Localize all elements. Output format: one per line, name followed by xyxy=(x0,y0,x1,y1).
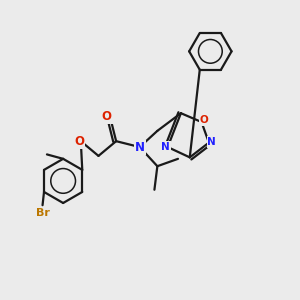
Text: O: O xyxy=(200,115,208,125)
Text: N: N xyxy=(135,141,145,154)
Text: N: N xyxy=(161,142,170,152)
Text: N: N xyxy=(208,137,216,147)
Text: Br: Br xyxy=(36,208,50,218)
Text: O: O xyxy=(102,110,112,123)
Text: O: O xyxy=(74,135,84,148)
